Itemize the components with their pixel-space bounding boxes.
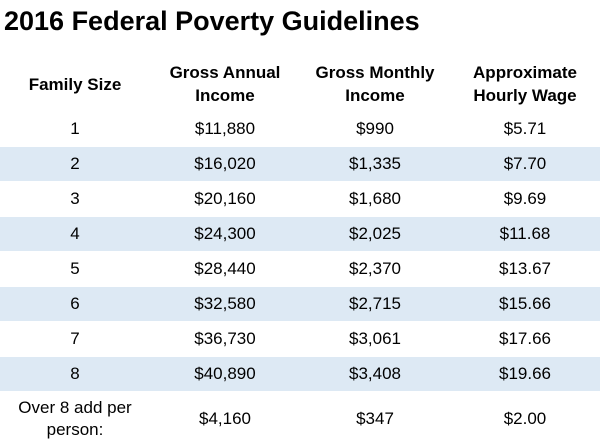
- table-row: 2 $16,020 $1,335 $7.70: [0, 147, 600, 182]
- annual-income-cell: $32,580: [150, 287, 300, 322]
- table-row: 8 $40,890 $3,408 $19.66: [0, 357, 600, 392]
- family-size-cell: 3: [0, 182, 150, 217]
- hourly-wage-cell: $7.70: [450, 147, 600, 182]
- additional-monthly-cell: $347: [300, 392, 450, 446]
- poverty-guidelines-table: Family Size Gross Annual Income Gross Mo…: [0, 56, 600, 446]
- column-header-gross-annual-income: Gross Annual Income: [150, 56, 300, 112]
- hourly-wage-cell: $9.69: [450, 182, 600, 217]
- annual-income-cell: $40,890: [150, 357, 300, 392]
- hourly-wage-cell: $13.67: [450, 252, 600, 287]
- family-size-cell: 8: [0, 357, 150, 392]
- annual-income-cell: $20,160: [150, 182, 300, 217]
- monthly-income-cell: $990: [300, 112, 450, 147]
- hourly-wage-cell: $17.66: [450, 322, 600, 357]
- monthly-income-cell: $2,370: [300, 252, 450, 287]
- hourly-wage-cell: $19.66: [450, 357, 600, 392]
- annual-income-cell: $16,020: [150, 147, 300, 182]
- monthly-income-cell: $2,715: [300, 287, 450, 322]
- hourly-wage-cell: $11.68: [450, 217, 600, 252]
- additional-person-label: Over 8 add per person:: [0, 392, 150, 446]
- column-header-gross-monthly-income: Gross Monthly Income: [300, 56, 450, 112]
- additional-annual-cell: $4,160: [150, 392, 300, 446]
- annual-income-cell: $28,440: [150, 252, 300, 287]
- table-row: 3 $20,160 $1,680 $9.69: [0, 182, 600, 217]
- table-row: 5 $28,440 $2,370 $13.67: [0, 252, 600, 287]
- column-header-approximate-hourly-wage: Approximate Hourly Wage: [450, 56, 600, 112]
- table-header: Family Size Gross Annual Income Gross Mo…: [0, 56, 600, 112]
- annual-income-cell: $11,880: [150, 112, 300, 147]
- page-title: 2016 Federal Poverty Guidelines: [4, 6, 420, 37]
- family-size-cell: 2: [0, 147, 150, 182]
- family-size-cell: 6: [0, 287, 150, 322]
- column-header-family-size: Family Size: [0, 56, 150, 112]
- family-size-cell: 1: [0, 112, 150, 147]
- hourly-wage-cell: $15.66: [450, 287, 600, 322]
- table-row: 1 $11,880 $990 $5.71: [0, 112, 600, 147]
- additional-hourly-cell: $2.00: [450, 392, 600, 446]
- additional-person-row: Over 8 add per person: $4,160 $347 $2.00: [0, 392, 600, 446]
- monthly-income-cell: $3,408: [300, 357, 450, 392]
- monthly-income-cell: $2,025: [300, 217, 450, 252]
- table-row: 4 $24,300 $2,025 $11.68: [0, 217, 600, 252]
- monthly-income-cell: $3,061: [300, 322, 450, 357]
- table-row: 6 $32,580 $2,715 $15.66: [0, 287, 600, 322]
- monthly-income-cell: $1,335: [300, 147, 450, 182]
- table-footer: Over 8 add per person: $4,160 $347 $2.00: [0, 392, 600, 446]
- table-row: 7 $36,730 $3,061 $17.66: [0, 322, 600, 357]
- monthly-income-cell: $1,680: [300, 182, 450, 217]
- family-size-cell: 5: [0, 252, 150, 287]
- annual-income-cell: $36,730: [150, 322, 300, 357]
- annual-income-cell: $24,300: [150, 217, 300, 252]
- hourly-wage-cell: $5.71: [450, 112, 600, 147]
- header-row: Family Size Gross Annual Income Gross Mo…: [0, 56, 600, 112]
- family-size-cell: 7: [0, 322, 150, 357]
- table-body: 1 $11,880 $990 $5.71 2 $16,020 $1,335 $7…: [0, 112, 600, 392]
- family-size-cell: 4: [0, 217, 150, 252]
